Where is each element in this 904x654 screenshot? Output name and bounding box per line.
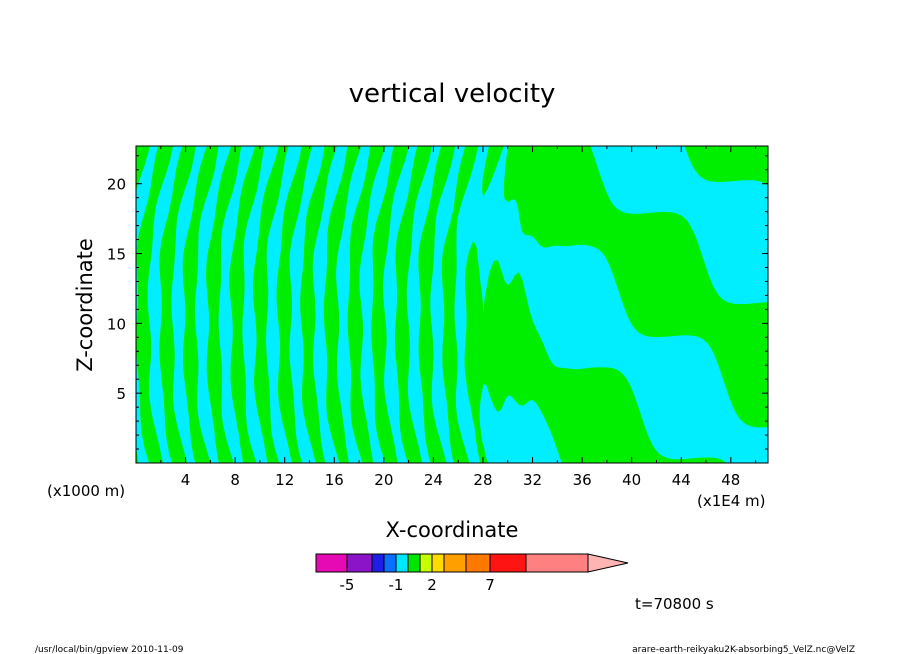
y-axis-ticks: 5 10 15 20 [107,155,768,450]
colorbar-segment [383,553,397,573]
x-axis-ticks: 4 8 12 16 20 24 28 32 36 40 44 48 [160,146,757,489]
colorbar-segment [465,553,491,573]
colorbar-segment [371,553,385,573]
x-tick-label: 48 [721,471,740,489]
colorbar-segment [431,553,445,573]
footer-left: /usr/local/bin/gpview 2010-11-09 [35,645,184,654]
x-tick-label: 44 [672,471,691,489]
footer-right: arare-earth-reikyaku2K-absorbing5_VelZ.n… [632,645,855,654]
x-tick-label: 36 [573,471,592,489]
colorbar: -5 -1 2 7 [315,553,629,594]
plot-frame [135,145,769,464]
colorbar-segment [419,553,433,573]
y-tick-label: 5 [116,385,126,403]
x-tick-label: 20 [374,471,393,489]
colorbar-segment [315,553,348,573]
colorbar-extend-arrow [587,553,629,573]
y-tick-label: 15 [107,246,126,264]
colorbar-tick-label: 2 [427,576,437,594]
time-label: t=70800 s [635,595,714,613]
colorbar-tick-label: -1 [389,576,404,594]
y-tick-label: 10 [107,315,126,333]
contour-fields [135,145,769,464]
x-unit-left: (x1000 m) [47,482,125,500]
colorbar-tick-label: 7 [485,576,495,594]
colorbar-segment [525,553,589,573]
colorbar-segment [346,553,373,573]
y-axis-title: Z-coordinate [73,238,97,372]
x-tick-label: 24 [424,471,443,489]
x-tick-label: 32 [523,471,542,489]
x-unit-right: (x1E4 m) [697,492,766,510]
y-tick-label: 20 [107,176,126,194]
x-axis-title: X-coordinate [386,518,519,542]
colorbar-segment [489,553,527,573]
colorbar-segment [443,553,467,573]
positive-velocity-region [135,145,769,464]
x-tick-label: 12 [275,471,294,489]
colorbar-tick-label: -5 [340,576,355,594]
colorbar-segment [407,553,421,573]
x-tick-label: 40 [622,471,641,489]
x-tick-label: 4 [181,471,191,489]
colorbar-segment [395,553,409,573]
x-tick-label: 16 [325,471,344,489]
x-tick-label: 8 [230,471,240,489]
x-tick-label: 28 [473,471,492,489]
chart-title: vertical velocity [349,79,556,109]
